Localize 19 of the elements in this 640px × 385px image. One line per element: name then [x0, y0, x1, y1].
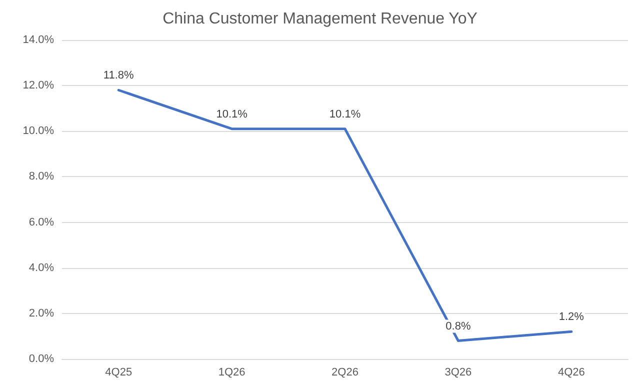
- y-tick-label: 12.0%: [22, 80, 54, 92]
- y-tick-label: 6.0%: [28, 216, 54, 228]
- y-tick-label: 8.0%: [28, 170, 54, 183]
- x-tick-label: 2Q26: [332, 366, 358, 378]
- y-tick-label: 14.0%: [22, 34, 54, 46]
- data-label: 11.8%: [103, 70, 134, 82]
- data-label: 1.2%: [558, 311, 584, 324]
- x-tick-label: 1Q26: [218, 366, 246, 378]
- data-label: 10.1%: [216, 108, 248, 120]
- y-tick-label: 0.0%: [28, 353, 54, 365]
- chart-title: China Customer Management Revenue YoY: [162, 10, 478, 28]
- x-tick-label: 4Q25: [105, 366, 132, 378]
- x-tick-label: 3Q26: [444, 366, 472, 378]
- x-tick-label: 4Q26: [558, 366, 585, 378]
- data-label: 10.1%: [329, 108, 361, 120]
- y-tick-label: 4.0%: [28, 262, 54, 274]
- y-tick-label: 2.0%: [28, 307, 54, 320]
- y-tick-label: 10.0%: [22, 125, 54, 138]
- data-label: 0.8%: [446, 320, 471, 332]
